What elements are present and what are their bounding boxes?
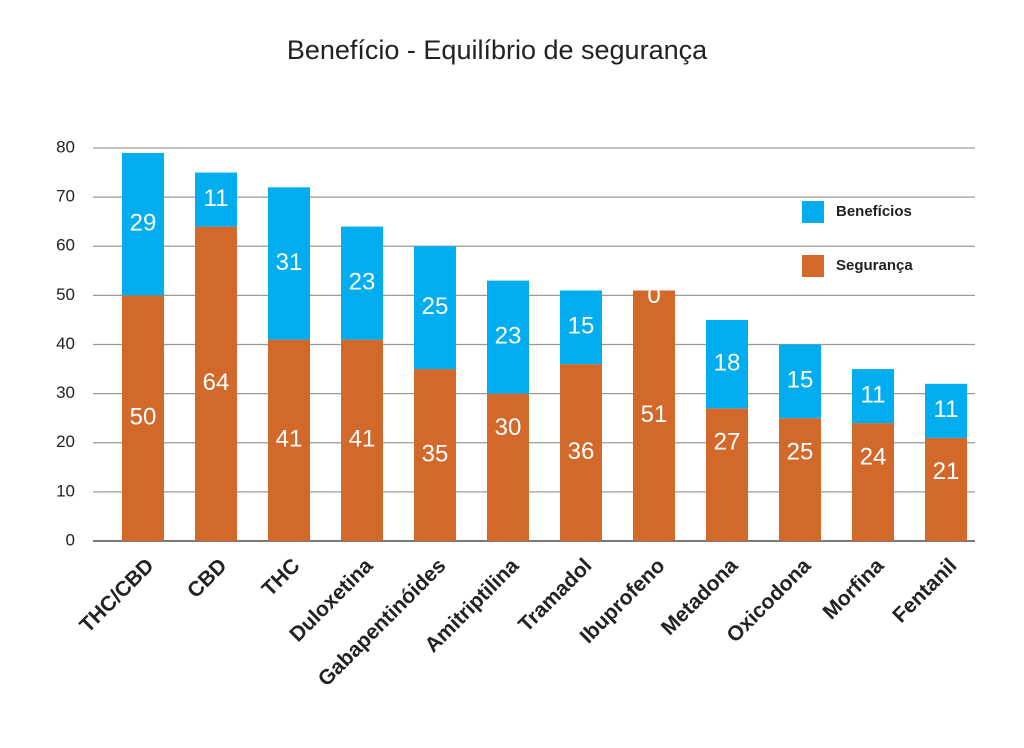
y-tick-label: 50 — [56, 285, 75, 304]
bar-segment — [560, 290, 602, 365]
legend-label: Benefícios — [836, 203, 912, 220]
bar-segment — [195, 172, 237, 227]
y-tick-label: 20 — [56, 432, 75, 451]
data-label: 50 — [130, 404, 157, 431]
bar-segment — [268, 187, 310, 340]
bar-segment — [633, 290, 675, 541]
bar-segment — [560, 364, 602, 541]
bar-segment — [706, 319, 748, 409]
y-tick-label: 60 — [56, 236, 75, 255]
bar-segment — [195, 226, 237, 541]
chart-title: Benefício - Equilíbrio de segurança — [287, 35, 708, 65]
legend-swatch — [802, 201, 824, 223]
bar-segment — [341, 226, 383, 340]
data-label: 64 — [203, 369, 230, 396]
data-label: 51 — [641, 401, 668, 428]
bar-segment — [414, 246, 456, 370]
data-label: 23 — [495, 322, 522, 349]
y-tick-label: 10 — [56, 481, 75, 500]
data-label: 24 — [860, 443, 887, 470]
data-label: 15 — [568, 313, 595, 340]
y-tick-label: 70 — [56, 187, 75, 206]
data-label: 30 — [495, 414, 522, 441]
bar-segment — [414, 369, 456, 541]
bar-segment — [706, 408, 748, 541]
data-label: 25 — [422, 293, 449, 320]
data-label: 21 — [933, 458, 960, 485]
bar-segment — [925, 383, 967, 438]
legend-label: Segurança — [836, 257, 913, 274]
bar-segment — [487, 280, 529, 394]
bar-segment — [852, 423, 894, 541]
data-label: 15 — [787, 367, 814, 394]
data-label: 35 — [422, 440, 449, 467]
data-label: 23 — [349, 268, 376, 295]
legend-swatch — [802, 255, 824, 277]
y-tick-label: 0 — [66, 530, 75, 549]
data-label: 11 — [934, 396, 959, 423]
bar-segment — [779, 418, 821, 541]
bar-segment — [268, 339, 310, 541]
y-tick-label: 40 — [56, 334, 75, 353]
y-tick-label: 30 — [56, 383, 75, 402]
data-label: 27 — [714, 429, 741, 456]
data-label: 11 — [204, 185, 229, 212]
data-label: 11 — [861, 381, 886, 408]
data-label: 41 — [276, 426, 303, 453]
data-label: 0 — [647, 282, 660, 309]
data-label: 29 — [130, 209, 157, 236]
bar-segment — [341, 339, 383, 541]
data-label: 36 — [568, 438, 595, 465]
bar-segment — [487, 393, 529, 541]
bar-segment — [779, 344, 821, 419]
data-label: 18 — [714, 349, 741, 376]
bar-segment — [122, 152, 164, 296]
data-label: 31 — [276, 249, 303, 276]
data-label: 41 — [349, 426, 376, 453]
y-tick-label: 80 — [56, 137, 75, 156]
data-label: 25 — [787, 439, 814, 466]
bar-segment — [122, 295, 164, 541]
bar-segment — [852, 369, 894, 424]
bar-segment — [925, 437, 967, 541]
